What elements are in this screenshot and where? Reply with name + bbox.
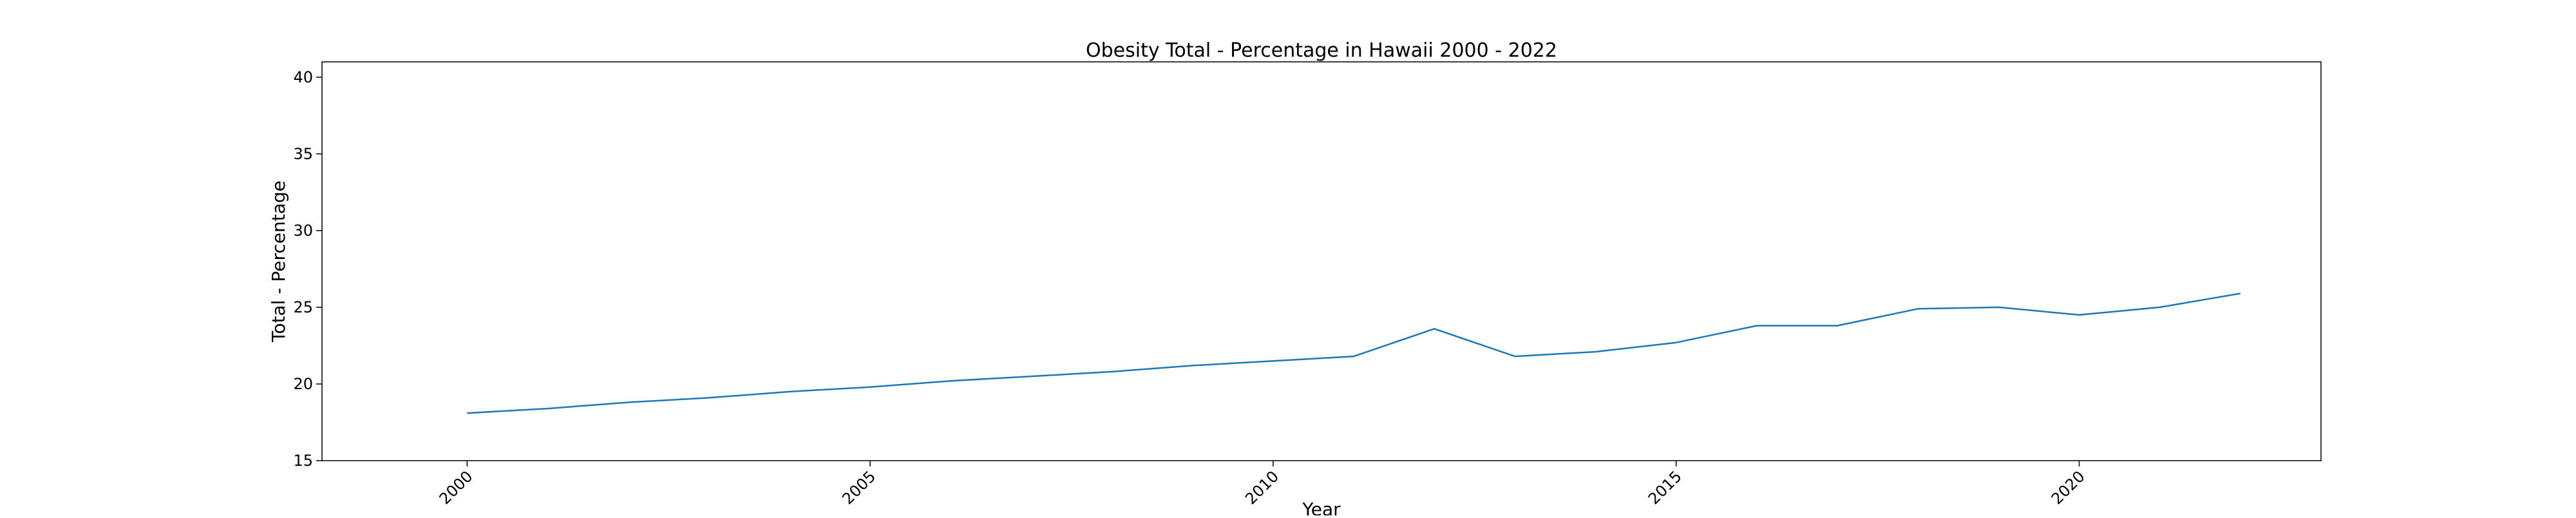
data-point bbox=[1996, 305, 2000, 309]
data-point bbox=[1916, 307, 1920, 311]
data-point bbox=[1674, 341, 1678, 345]
chart-title: Obesity Total - Percentage in Hawaii 200… bbox=[1086, 39, 1557, 62]
x-tick-label: 2010 bbox=[1242, 467, 1282, 508]
data-point bbox=[707, 396, 711, 399]
data-point bbox=[627, 401, 630, 405]
data-point bbox=[1352, 354, 1356, 358]
data-point bbox=[2239, 291, 2242, 295]
data-point bbox=[1835, 323, 1839, 327]
x-tick-label: 2020 bbox=[2048, 467, 2088, 508]
plot-frame bbox=[321, 61, 2322, 461]
data-point bbox=[949, 379, 952, 383]
data-point bbox=[788, 390, 791, 394]
y-tick-label: 20 bbox=[293, 375, 313, 393]
y-tick-label: 35 bbox=[293, 145, 313, 163]
data-point bbox=[1191, 363, 1195, 367]
data-point bbox=[545, 407, 549, 410]
data-point bbox=[868, 385, 872, 389]
y-tick-label: 15 bbox=[293, 452, 313, 470]
data-point bbox=[1594, 350, 1598, 354]
data-point bbox=[1755, 323, 1759, 327]
series-line bbox=[467, 293, 2241, 414]
data-point bbox=[1271, 359, 1275, 363]
data-point bbox=[465, 411, 469, 415]
data-point bbox=[1513, 354, 1517, 358]
y-tick-label: 40 bbox=[293, 68, 313, 86]
x-tick-label: 2000 bbox=[436, 467, 477, 508]
data-point bbox=[2158, 305, 2162, 309]
data-point bbox=[1110, 370, 1114, 374]
y-axis-title: Total - Percentage bbox=[268, 180, 289, 343]
plot-area: 2000 2005 2010 2015 2020 15 20 25 30 35 40 bbox=[293, 61, 2322, 508]
data-point bbox=[1029, 374, 1033, 378]
data-point bbox=[1432, 327, 1436, 331]
data-point bbox=[2078, 313, 2081, 317]
series-layer bbox=[465, 291, 2242, 415]
y-tick-label: 25 bbox=[293, 298, 313, 316]
x-tick-label: 2005 bbox=[838, 467, 879, 508]
x-tick-label: 2015 bbox=[1645, 467, 1685, 508]
x-axis-ticks: 2000 2005 2010 2015 2020 bbox=[436, 461, 2088, 508]
y-tick-label: 30 bbox=[293, 222, 313, 240]
x-axis-title: Year bbox=[1302, 499, 1341, 515]
y-axis-ticks: 15 20 25 30 35 40 bbox=[293, 68, 322, 470]
